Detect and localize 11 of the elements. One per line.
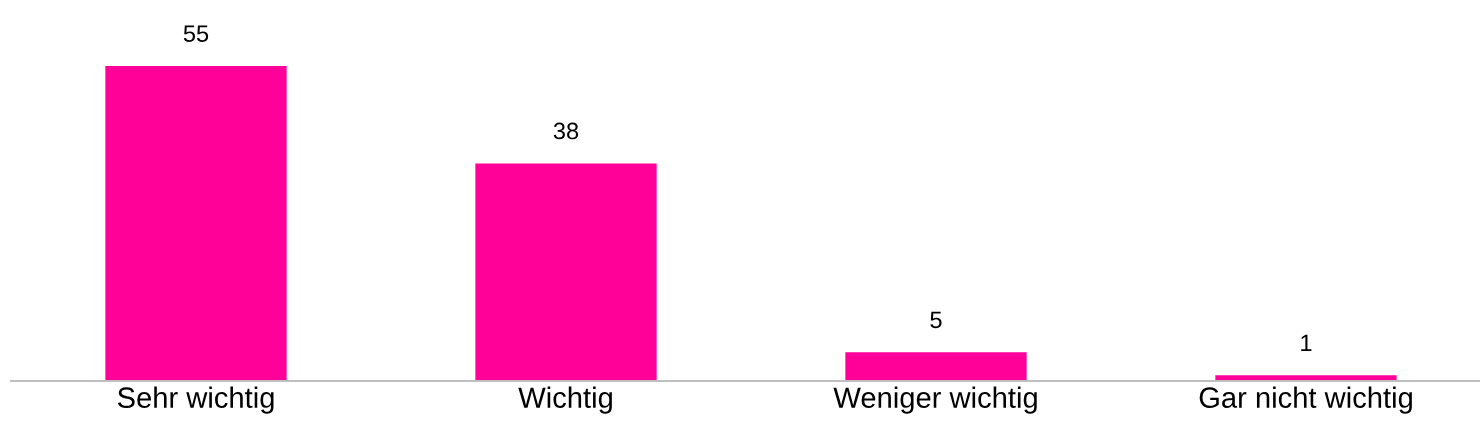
x-tick-label: Gar nicht wichtig [1199,386,1412,414]
bar [105,66,287,381]
x-tick-label: Weniger wichtig [833,386,1037,414]
data-label: 55 [183,25,209,43]
bar [475,163,657,381]
x-tick-label: Sehr wichtig [117,386,274,414]
x-tick-label: Wichtig [518,386,612,414]
data-label: 5 [930,311,942,329]
data-label: 1 [1301,334,1312,351]
data-label: 38 [553,122,579,140]
bar [845,352,1027,381]
